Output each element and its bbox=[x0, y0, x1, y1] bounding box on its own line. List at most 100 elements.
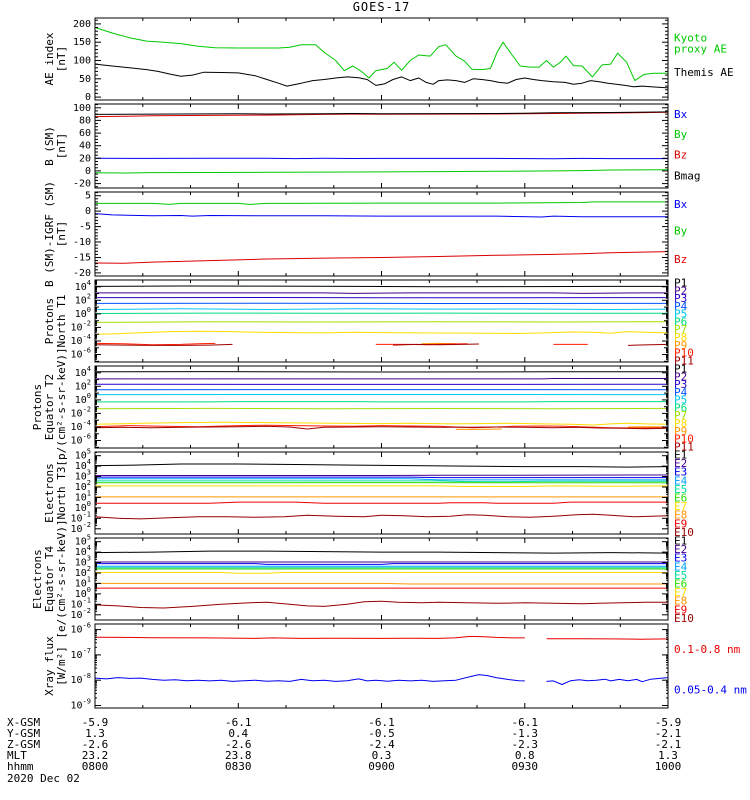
y-axis-title: B (SM)-IGRF (SM) [nT] bbox=[43, 181, 68, 287]
y-axis-title: B (SM) [nT] bbox=[43, 126, 68, 166]
legend-label-e8: E8 bbox=[674, 595, 687, 608]
y-axis-title-line: [p/(cm²-s-sr-keV)] bbox=[55, 347, 68, 466]
series-bx-line bbox=[94, 157, 668, 160]
series-e10-line bbox=[94, 513, 669, 520]
series-p7-line bbox=[94, 321, 669, 323]
panel-protons-north-t1-series bbox=[94, 285, 669, 346]
legend-label-e7: E7 bbox=[674, 586, 687, 599]
legend-label-e5: E5 bbox=[674, 483, 687, 496]
y-axis-title-line: [nT] bbox=[55, 221, 68, 248]
legend-label-e2: E2 bbox=[674, 543, 687, 556]
series-e9-line bbox=[95, 501, 668, 504]
y-tick-label: 0 bbox=[85, 166, 91, 177]
legend-label-bx: Bx bbox=[674, 198, 688, 211]
x-axis-ticks bbox=[94, 192, 669, 276]
y-tick-label: 105 bbox=[75, 448, 91, 462]
series-p1-line bbox=[94, 285, 668, 288]
bottom-value-z-gsm-2: -2.4 bbox=[368, 738, 395, 751]
y-axis-title-line: Equator T2 bbox=[43, 374, 56, 440]
y-tick-label: 101 bbox=[75, 575, 91, 589]
legend-label-e5: E5 bbox=[674, 569, 687, 582]
y-tick-label: 104 bbox=[75, 365, 91, 379]
y-axis-title-line: Protons bbox=[43, 298, 56, 344]
y-tick-label: 0 bbox=[85, 92, 91, 103]
legend-label-p9: P9 bbox=[674, 425, 687, 438]
x-axis-ticks bbox=[94, 104, 669, 188]
legend-label-p11: P11 bbox=[674, 354, 694, 367]
legend-label-e10: E10 bbox=[674, 612, 694, 625]
y-axis-ticks: -20 -15 -10 -5 0 5 bbox=[73, 191, 668, 279]
y-axis-title-line: B (SM)-IGRF (SM) bbox=[43, 181, 56, 287]
legend-label-p8: P8 bbox=[674, 417, 687, 430]
series-e10-line bbox=[94, 600, 668, 609]
series-p8-line bbox=[94, 330, 669, 335]
y-tick-label: 105 bbox=[75, 534, 91, 548]
y-tick-label: -10 bbox=[73, 237, 91, 248]
series-e4-line bbox=[95, 478, 668, 481]
y-tick-label: 150 bbox=[73, 37, 91, 48]
y-tick-label: 100 bbox=[73, 103, 91, 114]
series-bz-line bbox=[94, 111, 669, 118]
y-axis-title: Xray flux [W/m²] bbox=[43, 636, 68, 696]
series-e8-line bbox=[95, 582, 668, 585]
series-0-05-0-4-nm-line bbox=[94, 674, 669, 685]
x-axis-ticks bbox=[94, 538, 669, 620]
panel-ae-index-series bbox=[94, 27, 669, 89]
y-tick-label: 10-1 bbox=[71, 596, 91, 610]
bottom-value-x-gsm-3: -6.1 bbox=[511, 716, 539, 729]
y-tick-label: 5 bbox=[85, 191, 91, 202]
y-tick-label: 200 bbox=[73, 19, 91, 30]
legend-label-p1: P1 bbox=[674, 277, 687, 290]
series-p11-line bbox=[94, 425, 669, 430]
bottom-value-mlt-4: 1.3 bbox=[658, 749, 678, 762]
series-legend-labels: Bx By Bz bbox=[674, 198, 688, 266]
legend-label-e7: E7 bbox=[674, 500, 687, 513]
y-tick-label: 104 bbox=[75, 279, 91, 293]
y-axis-title-line: [W/m²] bbox=[55, 646, 68, 686]
series-bz-line bbox=[94, 251, 669, 264]
plot-title: GOES-17 bbox=[352, 0, 411, 14]
bottom-value-hhmm-3: 0930 bbox=[511, 760, 539, 773]
legend-label-e9: E9 bbox=[674, 517, 687, 530]
legend-label-p6: P6 bbox=[674, 315, 687, 328]
y-tick-label: 10-1 bbox=[71, 510, 91, 524]
legend-label-e2: E2 bbox=[674, 457, 687, 470]
y-axis-title-line: Protons bbox=[31, 384, 44, 430]
legend-label-e4: E4 bbox=[674, 560, 688, 573]
y-tick-label: -5 bbox=[79, 222, 91, 233]
legend-label-p10: P10 bbox=[674, 433, 694, 446]
legend-label-bmag: Bmag bbox=[674, 169, 701, 182]
legend-label-e9: E9 bbox=[674, 603, 687, 616]
legend-label-p3: P3 bbox=[674, 292, 687, 305]
y-axis-title-line: [nT] bbox=[55, 46, 68, 73]
legend-label-p1: P1 bbox=[674, 363, 687, 376]
legend-label-p6: P6 bbox=[674, 401, 687, 414]
y-tick-label: 50 bbox=[79, 74, 91, 85]
y-axis-ticks: 0 50 100 150 200 bbox=[73, 19, 668, 103]
legend-label-p3: P3 bbox=[674, 378, 687, 391]
series-e1-line bbox=[94, 463, 669, 468]
y-tick-label: 10-2 bbox=[71, 405, 91, 419]
bottom-value-x-gsm-0: -5.9 bbox=[81, 716, 109, 729]
y-tick-label: 10-2 bbox=[71, 521, 91, 535]
legend-label-p11: P11 bbox=[674, 440, 694, 453]
y-tick-label: 10-2 bbox=[71, 607, 91, 621]
y-axis-title-line: Xray flux bbox=[43, 636, 56, 696]
panel-xray-flux-series bbox=[94, 635, 669, 685]
legend-label-p9: P9 bbox=[674, 339, 687, 352]
series-p5-line bbox=[94, 308, 669, 310]
panel-b-sm-igrf-series bbox=[94, 201, 669, 264]
y-tick-label: 100 bbox=[75, 586, 91, 600]
legend-label-bz: Bz bbox=[674, 253, 687, 266]
y-tick-label: 103 bbox=[75, 469, 91, 483]
bottom-value-mlt-1: 23.8 bbox=[225, 749, 252, 762]
bottom-value-mlt-3: 0.8 bbox=[514, 749, 535, 762]
